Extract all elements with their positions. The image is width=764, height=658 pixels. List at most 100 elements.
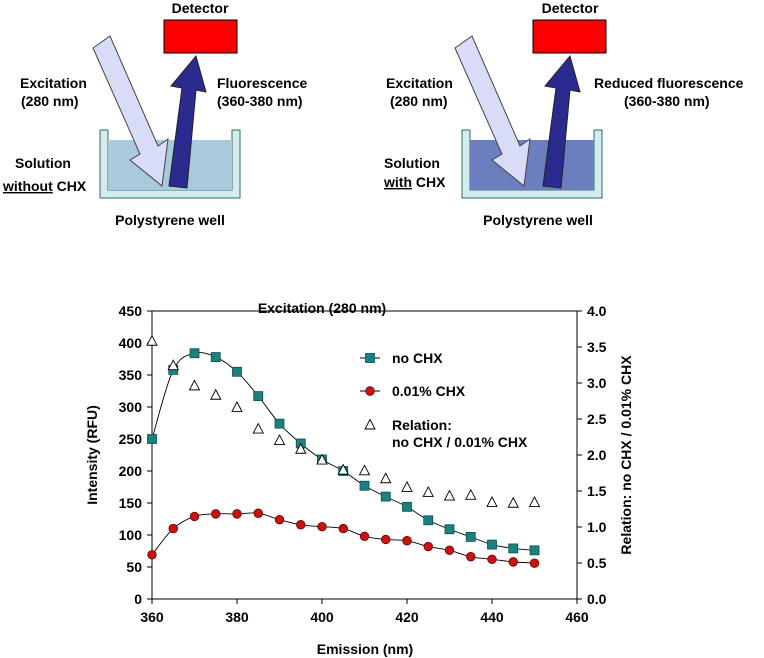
data-point-triangle: [210, 388, 222, 400]
data-point-triangle: [295, 442, 307, 454]
fluorescence-chart: Excitation (280 nm) Emission (nm) Intens…: [84, 300, 634, 657]
data-point-square: [253, 391, 264, 402]
axis-ticks: 360 380 400 420 440 460 0 50 100 150 200 250 300 350 4…: [119, 303, 607, 625]
y2-tick-label: 4.0: [587, 303, 607, 319]
y-tick-label: 50: [126, 559, 142, 575]
y2-tick-label: 0.5: [587, 555, 607, 571]
x-tick-label: 420: [395, 609, 419, 625]
legend-label: 0.01% CHX: [392, 383, 466, 399]
data-point-square: [487, 539, 497, 550]
reduced-fluorescence-arrow: [542, 54, 581, 189]
data-point-triangle: [273, 434, 286, 446]
data-point-square: [232, 366, 242, 377]
data-point-triangle: [316, 453, 328, 465]
solution-underlined: without: [2, 178, 53, 194]
detector-box: [532, 19, 607, 54]
y-tick-label: 350: [119, 367, 143, 383]
solution-label-2: with CHX: [383, 174, 446, 190]
data-point-circle: [402, 536, 412, 546]
solution-underlined: with: [383, 174, 412, 190]
data-point-triangle: [486, 496, 498, 507]
data-point-square: [189, 348, 200, 359]
data-point-circle: [317, 521, 327, 532]
y-tick-label: 200: [119, 463, 143, 479]
data-point-triangle: [422, 485, 434, 497]
data-point-square: [423, 515, 434, 526]
legend-marker-triangle: [364, 418, 376, 430]
y-tick-label: 300: [119, 399, 143, 415]
data-point-square: [274, 418, 285, 429]
data-point-triangle: [337, 463, 349, 475]
excitation-arrow: [454, 35, 531, 187]
data-point-square: [380, 491, 391, 502]
data-point-triangle: [167, 359, 179, 371]
y2-tick-label: 2.5: [587, 411, 607, 427]
legend-marker-circle: [365, 386, 375, 396]
y2-tick-label: 3.0: [587, 375, 607, 391]
data-point-triangle: [443, 489, 456, 501]
data-point-square: [444, 524, 455, 535]
y-tick-label: 150: [119, 495, 143, 511]
y-tick-label: 400: [119, 335, 143, 351]
data-point-square: [402, 501, 412, 512]
data-point-square: [147, 434, 157, 444]
data-point-circle: [232, 509, 242, 519]
y2-axis-label: Relation: no CHX / 0.01% CHX: [618, 355, 634, 555]
x-tick-label: 460: [565, 609, 589, 625]
data-point-triangle: [252, 422, 264, 434]
data-point-circle: [338, 523, 348, 534]
data-point-circle: [529, 558, 540, 568]
data-point-circle: [253, 508, 263, 518]
data-point-square: [508, 543, 519, 554]
data-point-square: [210, 352, 221, 362]
y-tick-label: 0: [134, 591, 142, 607]
detector-box: [163, 19, 238, 54]
chart-title: Excitation (280 nm): [258, 300, 386, 316]
data-point-circle: [466, 552, 476, 562]
solution-label-1: Solution: [15, 155, 71, 171]
fluorescence-label-2: (360-380 nm): [624, 93, 710, 109]
data-point-triangle: [146, 334, 158, 346]
data-point-triangle: [380, 472, 392, 484]
legend-label: no CHX: [392, 350, 443, 366]
data-point-square: [465, 532, 476, 542]
data-point-triangle: [188, 379, 201, 391]
y2-tick-label: 0.0: [587, 591, 607, 607]
solution-label-1: Solution: [384, 155, 440, 171]
solution-rest: CHX: [412, 174, 446, 190]
detector-label: Detector: [172, 0, 229, 16]
excitation-label-2: (280 nm): [390, 93, 448, 109]
data-point-circle: [487, 554, 497, 565]
excitation-arrow: [92, 35, 169, 187]
x-tick-label: 380: [225, 609, 249, 625]
y-tick-label: 100: [119, 527, 143, 543]
y2-tick-label: 1.5: [587, 483, 607, 499]
y-tick-label: 250: [119, 431, 143, 447]
legend: no CHX 0.01% CHX Relation:no CHX / 0.01% C…: [360, 350, 528, 450]
excitation-label-2: (280 nm): [21, 93, 79, 109]
data-point-circle: [423, 541, 433, 552]
x-tick-label: 400: [310, 609, 334, 625]
data-point-triangle: [231, 401, 243, 412]
data-point-triangle: [528, 496, 541, 507]
y-axis-label: Intensity (RFU): [84, 405, 100, 505]
data-point-square: [359, 480, 370, 491]
data-point-triangle: [465, 488, 477, 500]
data-point-circle: [168, 523, 178, 534]
series-markers: [146, 334, 541, 568]
data-point-square: [529, 545, 540, 556]
solution-fill: [470, 140, 594, 190]
excitation-label-1: Excitation: [386, 75, 453, 91]
data-point-triangle: [507, 496, 519, 508]
data-point-triangle: [358, 464, 371, 476]
series-line-0: [151, 352, 535, 551]
y2-tick-label: 3.5: [587, 339, 607, 355]
fluorescence-label-2: (360-380 nm): [217, 93, 303, 109]
solution-rest: CHX: [53, 178, 87, 194]
series-line-1: [151, 512, 535, 564]
data-point-triangle: [401, 480, 413, 492]
data-point-circle: [147, 550, 157, 560]
well-label: Polystyrene well: [115, 212, 225, 228]
fluorescence-arrow: [168, 54, 207, 189]
